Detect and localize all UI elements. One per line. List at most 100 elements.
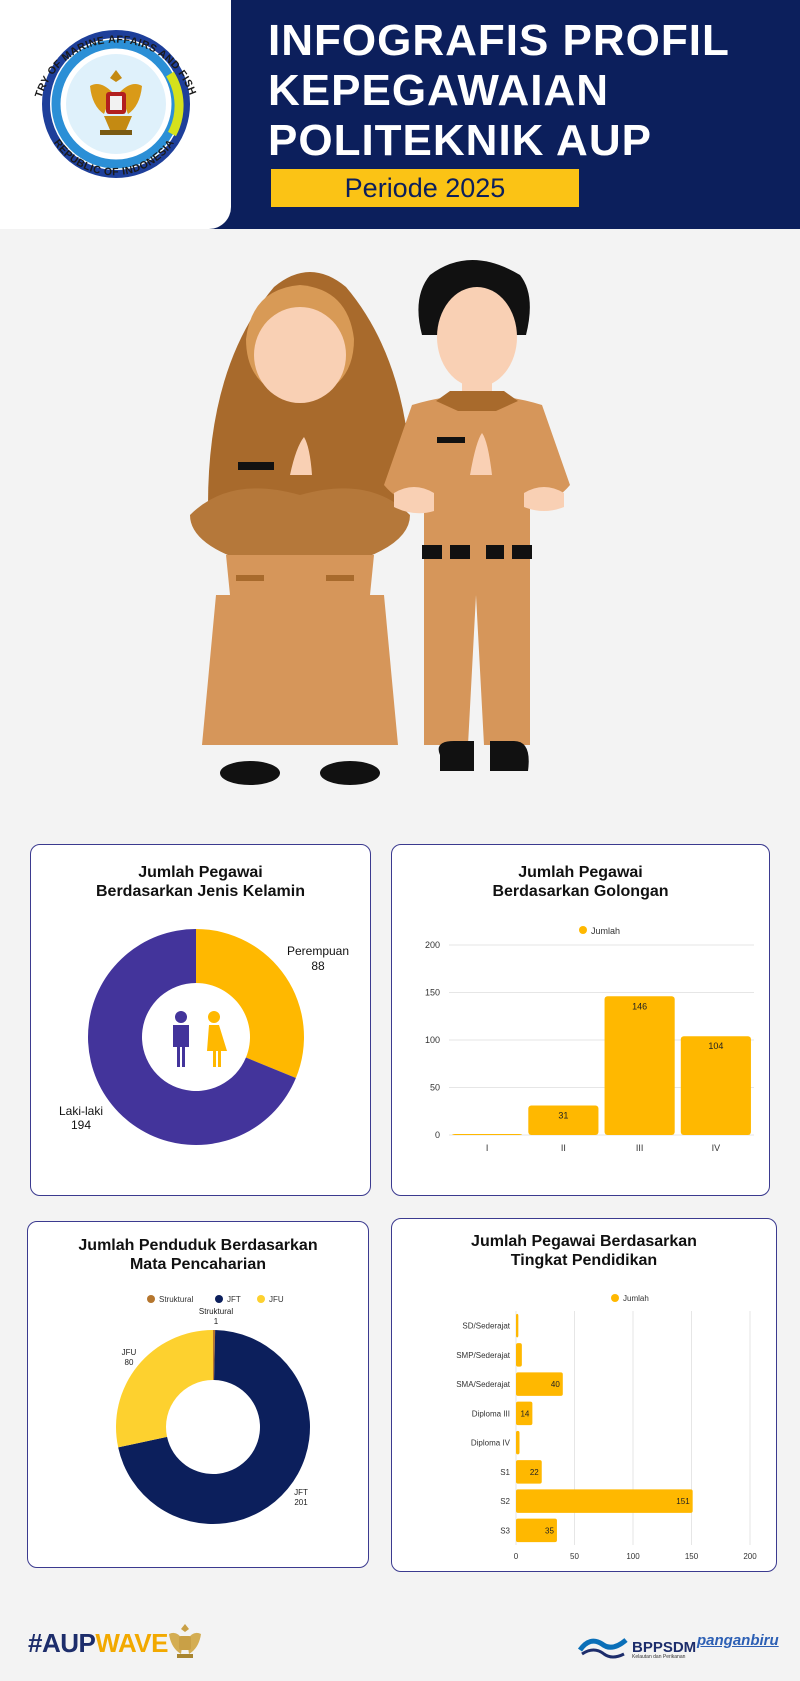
man-figure-icon — [384, 260, 570, 771]
woman-figure-icon — [190, 272, 412, 785]
gender-slice-perempuan — [196, 929, 304, 1079]
pendidikan-bar — [516, 1430, 520, 1455]
bppsdm-logo: BPPSDM Kelautan dan Perikanan — [578, 1632, 696, 1662]
jabatan-legend-label: JFU — [269, 1295, 284, 1304]
golongan-xtick-label: II — [561, 1143, 566, 1153]
jabatan-legend-swatch — [215, 1295, 223, 1303]
jabatan-legend-swatch — [147, 1295, 155, 1303]
pendidikan-xtick-label: 0 — [514, 1552, 519, 1561]
jabatan-legend-label: JFT — [227, 1295, 241, 1304]
golongan-xtick-label: I — [486, 1143, 489, 1153]
jabatan-slice-jft — [118, 1330, 310, 1524]
pendidikan-bar — [516, 1518, 557, 1543]
golongan-bar-II — [528, 1105, 599, 1135]
golongan-ytick-label: 150 — [425, 988, 440, 998]
jabatan-slice-struktural — [213, 1330, 216, 1381]
pendidikan-bar — [516, 1489, 693, 1513]
pendidikan-chart-card: Jumlah Pegawai Berdasarkan Tingkat Pendi… — [391, 1218, 777, 1572]
pendidikan-category-label: Diploma IV — [471, 1439, 511, 1448]
pendidikan-bar — [516, 1460, 542, 1484]
gender-chart-title: Jumlah Pegawai Berdasarkan Jenis Kelamin — [31, 863, 370, 901]
pendidikan-legend-swatch — [611, 1294, 619, 1302]
golongan-data-label: 104 — [708, 1041, 723, 1051]
jabatan-label-jfu: JFU — [122, 1348, 137, 1357]
garuda-footer-icon — [169, 1624, 201, 1658]
jabatan-value-jft: 201 — [294, 1498, 308, 1507]
golongan-data-label: 31 — [558, 1111, 568, 1121]
pendidikan-xtick-label: 100 — [626, 1552, 640, 1561]
golongan-ytick-label: 50 — [430, 1083, 440, 1093]
pendidikan-title-line-1: Jumlah Pegawai Berdasarkan — [471, 1233, 697, 1250]
jabatan-value-struktural: 1 — [214, 1317, 219, 1326]
golongan-title-line-1: Jumlah Pegawai — [518, 864, 643, 881]
pendidikan-data-label: 22 — [530, 1468, 539, 1477]
gender-title-line-2: Berdasarkan Jenis Kelamin — [96, 883, 305, 900]
gender-donut-chart: Perempuan 88 Laki-laki 194 — [59, 929, 349, 1145]
pendidikan-bar-chart: Jumlah 0 50 100 150 200 SD/Sederajat SMP/Sede… — [456, 1294, 757, 1561]
golongan-legend-swatch — [579, 926, 587, 934]
jabatan-donut-chart: Struktural JFT JFU Struktural 1 JFT 201 JF… — [116, 1295, 310, 1524]
logo-card: MINISTRY OF MARINE AFFAIRS AND FISHERIES… — [0, 0, 231, 229]
gender-value-perempuan: 88 — [311, 959, 325, 973]
pendidikan-data-label: 40 — [551, 1380, 560, 1389]
people-icon — [173, 1011, 227, 1067]
jabatan-label-jft: JFT — [294, 1488, 308, 1497]
golongan-bar-III — [604, 996, 675, 1135]
page-title: INFOGRAFIS PROFIL KEPEGAWAIAN POLITEKNIK… — [268, 16, 788, 166]
pendidikan-bar — [516, 1401, 533, 1426]
golongan-ytick-label: 100 — [425, 1035, 440, 1045]
jabatan-legend-swatch — [257, 1295, 265, 1303]
bppsdm-text: BPPSDM — [632, 1638, 697, 1656]
pendidikan-category-label: SMP/Sederajat — [456, 1351, 511, 1360]
pendidikan-category-label: SD/Sederajat — [462, 1322, 510, 1331]
gender-chart-card: Jumlah Pegawai Berdasarkan Jenis Kelamin… — [30, 844, 371, 1196]
garuda-emblem-icon — [90, 70, 142, 135]
gender-label-perempuan: Perempuan — [287, 944, 349, 958]
ministry-logo-icon: MINISTRY OF MARINE AFFAIRS AND FISHERIES… — [20, 14, 198, 178]
hashtag-part-1: #AUP — [28, 1628, 96, 1658]
golongan-bar-I — [452, 1134, 523, 1135]
jabatan-legend-label: Struktural — [159, 1295, 193, 1304]
jabatan-chart-card: Jumlah Penduduk Berdasarkan Mata Pencaha… — [27, 1221, 369, 1568]
hashtag-aupwave: #AUPWAVE — [28, 1628, 168, 1659]
pendidikan-category-label: Diploma III — [472, 1409, 510, 1418]
golongan-xtick-label: IV — [712, 1143, 721, 1153]
gender-slice-laki-laki — [88, 929, 296, 1145]
pendidikan-chart-title: Jumlah Pegawai Berdasarkan Tingkat Pendi… — [392, 1232, 776, 1270]
pendidikan-category-label: S2 — [500, 1497, 510, 1506]
golongan-ytick-label: 0 — [435, 1130, 440, 1140]
hashtag-part-2: WAVE — [95, 1628, 168, 1658]
golongan-bar-IV — [680, 1036, 751, 1135]
golongan-data-label: 146 — [632, 1001, 647, 1011]
pendidikan-data-label: 35 — [545, 1526, 554, 1535]
pendidikan-category-label: S1 — [500, 1468, 510, 1477]
header-banner: MINISTRY OF MARINE AFFAIRS AND FISHERIES… — [0, 0, 800, 229]
gender-title-line-1: Jumlah Pegawai — [138, 864, 263, 881]
title-line-3: POLITEKNIK AUP — [268, 116, 652, 165]
golongan-xtick-label: III — [636, 1143, 644, 1153]
jabatan-title-line-1: Jumlah Penduduk Berdasarkan — [78, 1237, 318, 1254]
jabatan-slice-jfu — [116, 1330, 213, 1448]
pendidikan-data-label: 151 — [676, 1497, 690, 1506]
pendidikan-legend-label: Jumlah — [623, 1294, 649, 1303]
golongan-chart-card: Jumlah Pegawai Berdasarkan Golongan Juml… — [391, 844, 770, 1196]
pendidikan-xtick-label: 200 — [743, 1552, 757, 1561]
pendidikan-bar — [516, 1343, 522, 1367]
bppsdm-subtitle: Kelautan dan Perikanan — [632, 1654, 686, 1660]
pendidikan-xtick-label: 50 — [570, 1552, 579, 1561]
employees-illustration-icon — [190, 260, 570, 785]
golongan-legend-label: Jumlah — [591, 926, 620, 936]
bppsdm-wave-icon — [578, 1638, 628, 1659]
pendidikan-category-label: S3 — [500, 1526, 510, 1535]
jabatan-title-line-2: Mata Pencaharian — [129, 1256, 267, 1273]
pendidikan-data-label: 14 — [520, 1409, 529, 1418]
pendidikan-title-line-2: Tingkat Pendidikan — [510, 1252, 658, 1269]
panganbiru-logo: panganbiru — [697, 1632, 779, 1649]
gender-value-laki: 194 — [71, 1118, 91, 1132]
pendidikan-category-label: SMA/Sederajat — [456, 1380, 511, 1389]
golongan-chart-title: Jumlah Pegawai Berdasarkan Golongan — [392, 863, 769, 901]
title-line-1: INFOGRAFIS PROFIL — [268, 16, 730, 65]
pendidikan-bar — [516, 1372, 563, 1396]
jabatan-chart-title: Jumlah Penduduk Berdasarkan Mata Pencaha… — [28, 1236, 368, 1274]
